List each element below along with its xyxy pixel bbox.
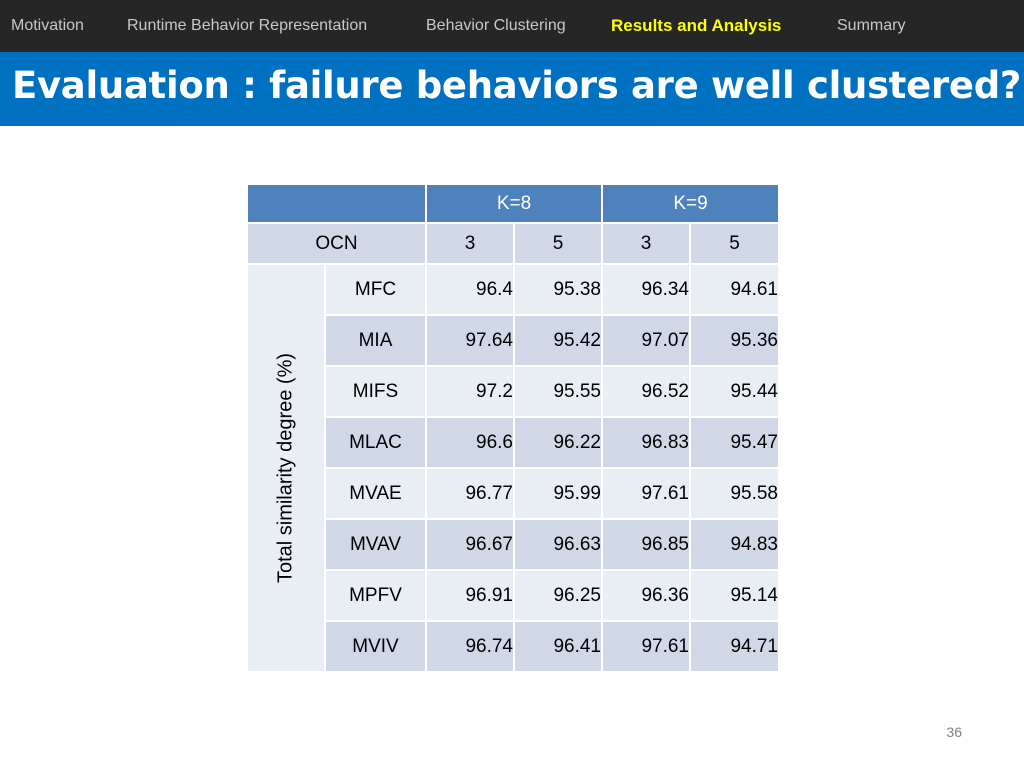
title-bar: Evaluation : failure behaviors are well … [0, 52, 1024, 126]
table-cell: 96.67 [425, 518, 515, 571]
method-name: MFC [324, 263, 427, 316]
ocn-value: 5 [513, 222, 603, 265]
header-corner-cell [246, 183, 427, 224]
method-name: MPFV [324, 569, 427, 622]
nav-item-behavior-clustering[interactable]: Behavior Clustering [426, 17, 566, 34]
table-cell: 97.2 [425, 365, 515, 418]
method-name: MIFS [324, 365, 427, 418]
method-name: MVAV [324, 518, 427, 571]
table-cell: 97.07 [601, 314, 691, 367]
table-cell: 96.85 [601, 518, 691, 571]
row-group-label: Total similarity degree (%) [274, 352, 297, 584]
table-cell: 95.42 [513, 314, 603, 367]
ocn-value: 3 [425, 222, 515, 265]
table-cell: 96.52 [601, 365, 691, 418]
method-name: MVAE [324, 467, 427, 520]
table-row: Total similarity degree (%) MFC 96.4 95.… [246, 263, 780, 673]
table-cell: 95.58 [689, 467, 780, 520]
table-row: MVAE 96.77 95.99 97.61 95.58 [247, 467, 780, 520]
table-cell: 96.36 [601, 569, 691, 622]
table-cell: 97.61 [601, 467, 691, 520]
table-cell: 97.64 [425, 314, 515, 367]
table-cell: 95.36 [689, 314, 780, 367]
table-cell: 96.77 [425, 467, 515, 520]
table-cell: 96.41 [513, 620, 603, 673]
method-name: MIA [324, 314, 427, 367]
nav-item-summary[interactable]: Summary [837, 17, 906, 34]
table-row: MIFS 97.2 95.55 96.52 95.44 [247, 365, 780, 418]
table-cell: 96.63 [513, 518, 603, 571]
table-cell: 96.4 [425, 263, 515, 316]
table-cell: 96.83 [601, 416, 691, 469]
method-name: MVIV [324, 620, 427, 673]
table-cell: 95.14 [689, 569, 780, 622]
row-group-label-cell: Total similarity degree (%) [246, 263, 326, 673]
group-header-k8: K=8 [425, 183, 603, 224]
group-header-k9: K=9 [601, 183, 780, 224]
ocn-value: 3 [601, 222, 691, 265]
nav-item-motivation[interactable]: Motivation [11, 17, 84, 34]
table-cell: 96.22 [513, 416, 603, 469]
ocn-label: OCN [246, 222, 427, 265]
table-row: MVAV 96.67 96.63 96.85 94.83 [247, 518, 780, 571]
table-row: MIA 97.64 95.42 97.07 95.36 [247, 314, 780, 367]
ocn-value: 5 [689, 222, 780, 265]
table-cell: 95.55 [513, 365, 603, 418]
table-cell: 96.91 [425, 569, 515, 622]
results-table: K=8 K=9 OCN 3 5 3 5 Total similarity deg… [246, 183, 780, 673]
ocn-row: OCN 3 5 3 5 [246, 222, 780, 265]
table-cell: 95.38 [513, 263, 603, 316]
header-row: K=8 K=9 [246, 183, 780, 224]
table-cell: 95.44 [689, 365, 780, 418]
table-cell: 96.25 [513, 569, 603, 622]
table-cell: 94.83 [689, 518, 780, 571]
table-row: MLAC 96.6 96.22 96.83 95.47 [247, 416, 780, 469]
page-number: 36 [946, 724, 962, 740]
nav-item-results-and-analysis[interactable]: Results and Analysis [611, 16, 782, 35]
table-cell: 95.47 [689, 416, 780, 469]
table-cell: 96.74 [425, 620, 515, 673]
table-row: MPFV 96.91 96.25 96.36 95.14 [247, 569, 780, 622]
table-cell: 95.99 [513, 467, 603, 520]
nav-item-runtime-behavior-representation[interactable]: Runtime Behavior Representation [127, 17, 368, 34]
method-name: MLAC [324, 416, 427, 469]
table-cell: 96.6 [425, 416, 515, 469]
top-navigation: Motivation Runtime Behavior Representati… [0, 0, 1024, 52]
table-row: MVIV 96.74 96.41 97.61 94.71 [247, 620, 780, 673]
table-cell: 94.71 [689, 620, 780, 673]
table-cell: 94.61 [689, 263, 780, 316]
slide-title: Evaluation : failure behaviors are well … [12, 64, 1022, 107]
table-cell: 96.34 [601, 263, 691, 316]
table-cell: 97.61 [601, 620, 691, 673]
